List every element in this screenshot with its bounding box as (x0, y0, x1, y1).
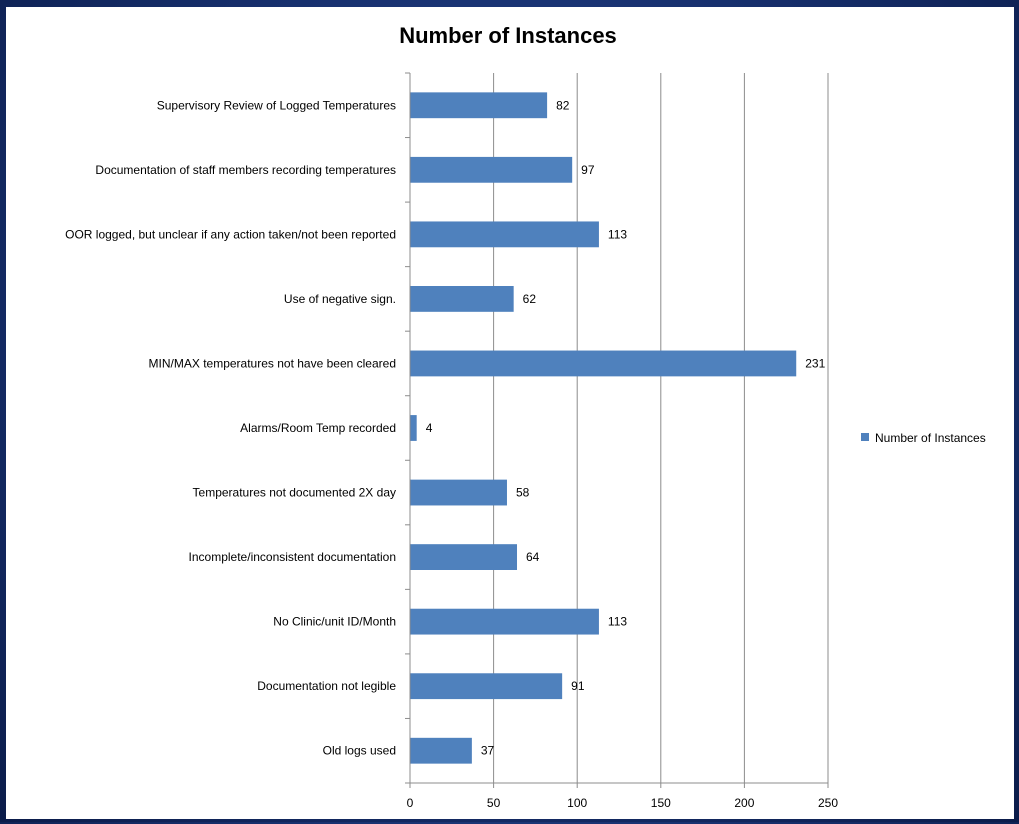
category-label: Temperatures not documented 2X day (193, 486, 396, 500)
category-label: OOR logged, but unclear if any action ta… (65, 227, 396, 241)
category-label: Documentation not legible (257, 679, 396, 693)
bar (410, 544, 518, 570)
bar (410, 156, 573, 183)
data-label: 64 (526, 550, 540, 564)
bar (410, 479, 507, 506)
data-label: 231 (805, 356, 825, 370)
data-label: 91 (571, 679, 585, 693)
bar (410, 608, 599, 635)
category-label: Use of negative sign. (284, 292, 396, 306)
data-label: 113 (608, 615, 627, 629)
bar (410, 673, 563, 700)
chart-title: Number of Instances (399, 23, 617, 48)
bar (410, 415, 417, 441)
legend-swatch (861, 433, 869, 441)
x-tick-label: 250 (818, 796, 838, 810)
bar (410, 286, 514, 312)
category-label: Incomplete/inconsistent documentation (189, 550, 396, 564)
category-label: Supervisory Review of Logged Temperature… (157, 98, 396, 112)
data-labels: 82 97 113 62 231 4 58 64 113 91 37 (426, 98, 826, 757)
category-label: MIN/MAX temperatures not have been clear… (149, 356, 396, 370)
data-label: 62 (523, 292, 537, 306)
data-label: 58 (516, 486, 530, 500)
chart-panel: Number of Instances 82 97 113 62 231 4 58 64 113… (6, 7, 1014, 819)
legend: Number of Instances (861, 431, 986, 445)
bars (410, 92, 797, 764)
x-tick-label: 0 (407, 796, 414, 810)
bar (410, 92, 548, 119)
data-label: 113 (608, 227, 627, 241)
data-label: 82 (556, 98, 570, 112)
axes (405, 72, 829, 788)
category-labels: Supervisory Review of Logged Temperature… (65, 98, 396, 757)
data-label: 37 (481, 744, 495, 758)
gridlines (493, 73, 829, 783)
bar-chart: Number of Instances 82 97 113 62 231 4 58 64 113… (65, 23, 986, 810)
bar (410, 350, 797, 377)
x-axis-tick-labels: 0 50 100 150 200 250 (407, 796, 839, 810)
category-label: Alarms/Room Temp recorded (240, 421, 396, 435)
category-label: Old logs used (323, 744, 396, 758)
bar (410, 737, 472, 764)
x-tick-label: 200 (734, 796, 754, 810)
x-tick-label: 50 (487, 796, 501, 810)
bar (410, 221, 599, 248)
legend-label: Number of Instances (875, 431, 986, 445)
data-label: 4 (426, 421, 433, 435)
x-tick-label: 100 (567, 796, 587, 810)
category-label: No Clinic/unit ID/Month (273, 615, 396, 629)
x-tick-label: 150 (651, 796, 671, 810)
category-label: Documentation of staff members recording… (95, 163, 396, 177)
data-label: 97 (581, 163, 595, 177)
